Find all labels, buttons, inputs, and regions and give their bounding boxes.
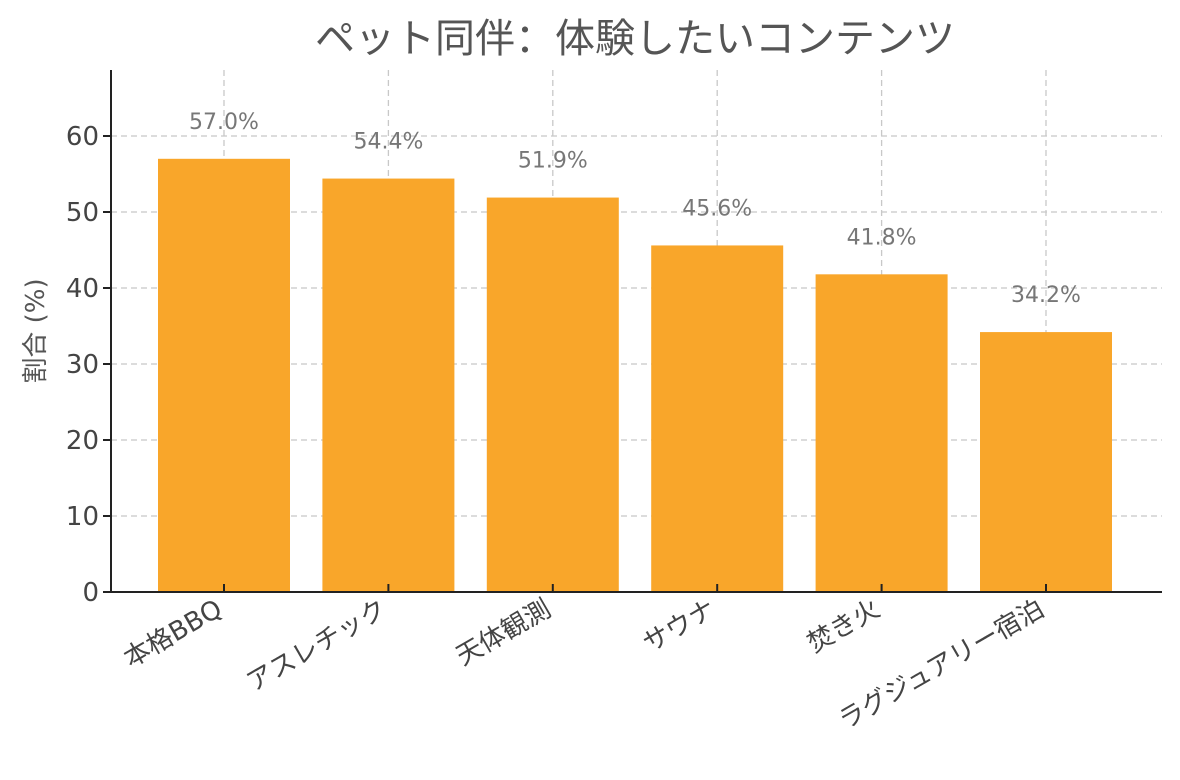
bar	[980, 332, 1112, 592]
bar	[486, 197, 619, 592]
x-category-label: 天体観測	[451, 594, 556, 672]
bar-value-label: 34.2%	[1011, 283, 1081, 308]
y-tick-label: 30	[66, 350, 99, 380]
y-axis-label: 割合 (%)	[21, 278, 51, 383]
y-tick-label: 10	[66, 502, 99, 532]
data-labels: 57.0% 54.4% 51.9% 45.6% 41.8% 34.2%	[189, 110, 1081, 308]
bar-value-label: 41.8%	[847, 225, 917, 250]
bar	[158, 158, 290, 593]
bar-value-label: 57.0%	[189, 110, 259, 135]
x-category-label: 本格BBQ	[119, 594, 228, 674]
x-category-label: サウナ	[638, 594, 721, 659]
x-category-label: 焚き火	[803, 594, 886, 659]
y-tick-label: 60	[66, 122, 99, 152]
x-category-label: アスレチック	[242, 594, 392, 698]
y-axis-ticks: 0 10 20 30 40 50 60	[66, 122, 111, 608]
bar-value-label: 54.4%	[353, 130, 423, 155]
y-tick-label: 50	[66, 198, 99, 228]
bar-value-label: 51.9%	[518, 149, 588, 174]
bar	[322, 178, 455, 592]
bar	[651, 245, 784, 592]
chart-title: ペット同伴：体験したいコンテンツ	[315, 16, 955, 62]
y-tick-label: 40	[66, 274, 99, 304]
y-tick-label: 0	[82, 578, 99, 608]
bar	[815, 274, 948, 592]
bar-value-label: 45.6%	[682, 196, 752, 221]
y-tick-label: 20	[66, 426, 99, 456]
bars	[158, 158, 1112, 593]
